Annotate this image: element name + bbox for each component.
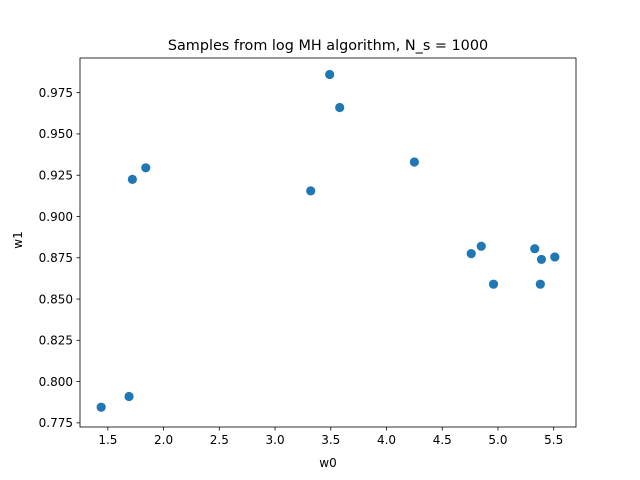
x-axis-title: w0 — [319, 456, 336, 470]
y-axis: 0.775 0.800 0.825 0.850 0.875 0.900 0.925 0.950… — [39, 86, 80, 430]
data-point — [306, 186, 316, 196]
x-tick-label: 4.5 — [433, 433, 452, 447]
x-axis: 1.5 2.0 2.5 3.0 3.5 4.0 4.5 5.0 5.5 — [98, 427, 563, 447]
data-point — [141, 163, 151, 173]
x-tick-label: 5.0 — [488, 433, 507, 447]
y-tick-label: 0.850 — [39, 292, 73, 306]
x-tick-label: 1.5 — [98, 433, 117, 447]
y-tick-label: 0.800 — [39, 375, 73, 389]
data-point — [488, 279, 499, 289]
y-tick-label: 0.875 — [39, 251, 73, 265]
x-tick-label: 3.5 — [321, 433, 340, 447]
y-tick-label: 0.900 — [39, 210, 73, 224]
data-point — [96, 402, 106, 412]
data-point — [335, 102, 345, 113]
data-point — [530, 244, 540, 254]
data-point — [127, 174, 137, 184]
data-point — [476, 241, 486, 251]
data-point — [325, 69, 335, 80]
y-axis-title: w1 — [11, 231, 25, 248]
x-tick-label: 3.0 — [266, 433, 285, 447]
y-tick-label: 0.825 — [39, 334, 73, 348]
x-tick-label: 5.5 — [544, 433, 563, 447]
y-tick-label: 0.975 — [39, 86, 73, 100]
data-point — [550, 252, 560, 262]
data-point — [536, 254, 547, 265]
y-tick-label: 0.775 — [39, 416, 73, 430]
y-tick-label: 0.925 — [39, 169, 73, 183]
x-tick-label: 4.0 — [377, 433, 396, 447]
y-tick-label: 0.950 — [39, 127, 73, 141]
x-tick-label: 2.0 — [154, 433, 173, 447]
x-tick-label: 2.5 — [210, 433, 229, 447]
data-point — [409, 157, 419, 167]
data-points — [96, 69, 560, 412]
data-point — [535, 279, 545, 289]
chart-title: Samples from log MH algorithm, N_s = 100… — [168, 38, 488, 54]
axes-frame — [79, 57, 577, 428]
data-point — [466, 249, 476, 259]
data-point — [124, 391, 134, 402]
